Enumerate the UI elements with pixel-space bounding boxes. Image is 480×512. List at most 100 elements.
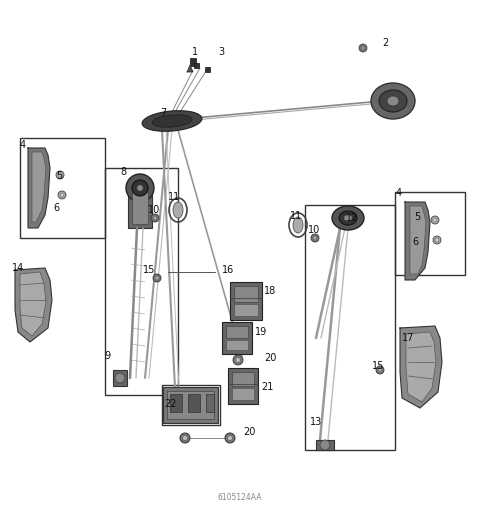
Text: 6105124AA: 6105124AA [218, 494, 262, 502]
Bar [228, 368, 258, 404]
Bar [234, 304, 258, 316]
Bar [128, 188, 152, 228]
Text: 4: 4 [396, 188, 402, 198]
Circle shape [311, 234, 319, 242]
Circle shape [313, 236, 317, 240]
Ellipse shape [371, 83, 415, 119]
Circle shape [180, 433, 190, 443]
Text: 5: 5 [56, 171, 62, 181]
Text: 20: 20 [243, 427, 255, 437]
Ellipse shape [339, 211, 357, 225]
Bar [162, 385, 220, 425]
Circle shape [56, 171, 64, 179]
Bar [170, 394, 182, 412]
Ellipse shape [137, 185, 143, 191]
Circle shape [155, 276, 159, 280]
Bar [305, 205, 395, 450]
Circle shape [153, 216, 157, 220]
Ellipse shape [344, 215, 352, 221]
Text: 10: 10 [308, 225, 320, 235]
Ellipse shape [293, 217, 303, 233]
Circle shape [359, 44, 367, 52]
Bar [188, 394, 200, 412]
Circle shape [376, 366, 384, 374]
Polygon shape [32, 152, 46, 222]
Text: 15: 15 [372, 361, 384, 371]
Polygon shape [400, 326, 442, 408]
Ellipse shape [173, 202, 183, 218]
Polygon shape [410, 206, 426, 274]
Bar [206, 394, 214, 412]
Text: 14: 14 [12, 263, 24, 273]
Bar [132, 192, 148, 224]
Text: 8: 8 [120, 167, 126, 177]
Text: 4: 4 [20, 140, 26, 150]
Bar [20, 138, 105, 238]
Circle shape [361, 46, 365, 50]
Text: 22: 22 [164, 399, 177, 409]
Text: 7: 7 [160, 108, 166, 118]
Text: 11: 11 [290, 211, 302, 221]
Circle shape [225, 433, 235, 443]
Text: 10: 10 [148, 205, 160, 215]
Circle shape [58, 173, 62, 177]
Bar [232, 388, 254, 400]
Bar [113, 370, 127, 386]
Text: 6: 6 [53, 203, 59, 213]
Text: 21: 21 [261, 382, 274, 392]
Circle shape [153, 274, 161, 282]
Text: 2: 2 [382, 38, 388, 48]
Text: 12: 12 [346, 213, 359, 223]
Circle shape [60, 193, 64, 197]
Text: 3: 3 [218, 47, 224, 57]
Ellipse shape [142, 111, 202, 131]
Text: 18: 18 [264, 286, 276, 296]
Text: 1: 1 [192, 47, 198, 57]
Ellipse shape [332, 206, 364, 230]
Circle shape [320, 440, 330, 450]
Ellipse shape [387, 96, 399, 106]
Polygon shape [187, 65, 193, 72]
Text: 13: 13 [310, 417, 322, 427]
Ellipse shape [126, 174, 154, 202]
Text: 11: 11 [168, 192, 180, 202]
Circle shape [58, 191, 66, 199]
Polygon shape [406, 332, 436, 402]
Polygon shape [20, 272, 46, 336]
Circle shape [236, 357, 240, 362]
Text: 16: 16 [222, 265, 234, 275]
Text: 19: 19 [255, 327, 267, 337]
Bar [167, 391, 214, 419]
Bar [105, 168, 178, 395]
Bar [226, 326, 248, 338]
Text: 9: 9 [104, 351, 110, 361]
Bar [230, 282, 262, 320]
Text: 20: 20 [264, 353, 276, 363]
Bar [205, 67, 210, 72]
Circle shape [151, 214, 159, 222]
Circle shape [233, 355, 243, 365]
Polygon shape [15, 268, 52, 342]
Bar [194, 63, 199, 68]
Polygon shape [405, 202, 430, 280]
Bar [395, 192, 465, 275]
Ellipse shape [152, 115, 192, 127]
Ellipse shape [379, 90, 407, 112]
Circle shape [433, 218, 437, 222]
Bar [232, 372, 254, 386]
Circle shape [115, 373, 125, 383]
Bar [163, 387, 218, 423]
Polygon shape [28, 148, 50, 228]
Bar [234, 286, 258, 302]
Circle shape [182, 436, 188, 440]
Bar [190, 58, 196, 66]
Circle shape [433, 236, 441, 244]
Ellipse shape [132, 180, 148, 196]
Text: 17: 17 [402, 333, 414, 343]
Circle shape [378, 368, 382, 372]
Bar [226, 340, 248, 350]
Circle shape [431, 216, 439, 224]
Circle shape [228, 436, 232, 440]
Text: 5: 5 [414, 212, 420, 222]
Bar [222, 322, 252, 354]
